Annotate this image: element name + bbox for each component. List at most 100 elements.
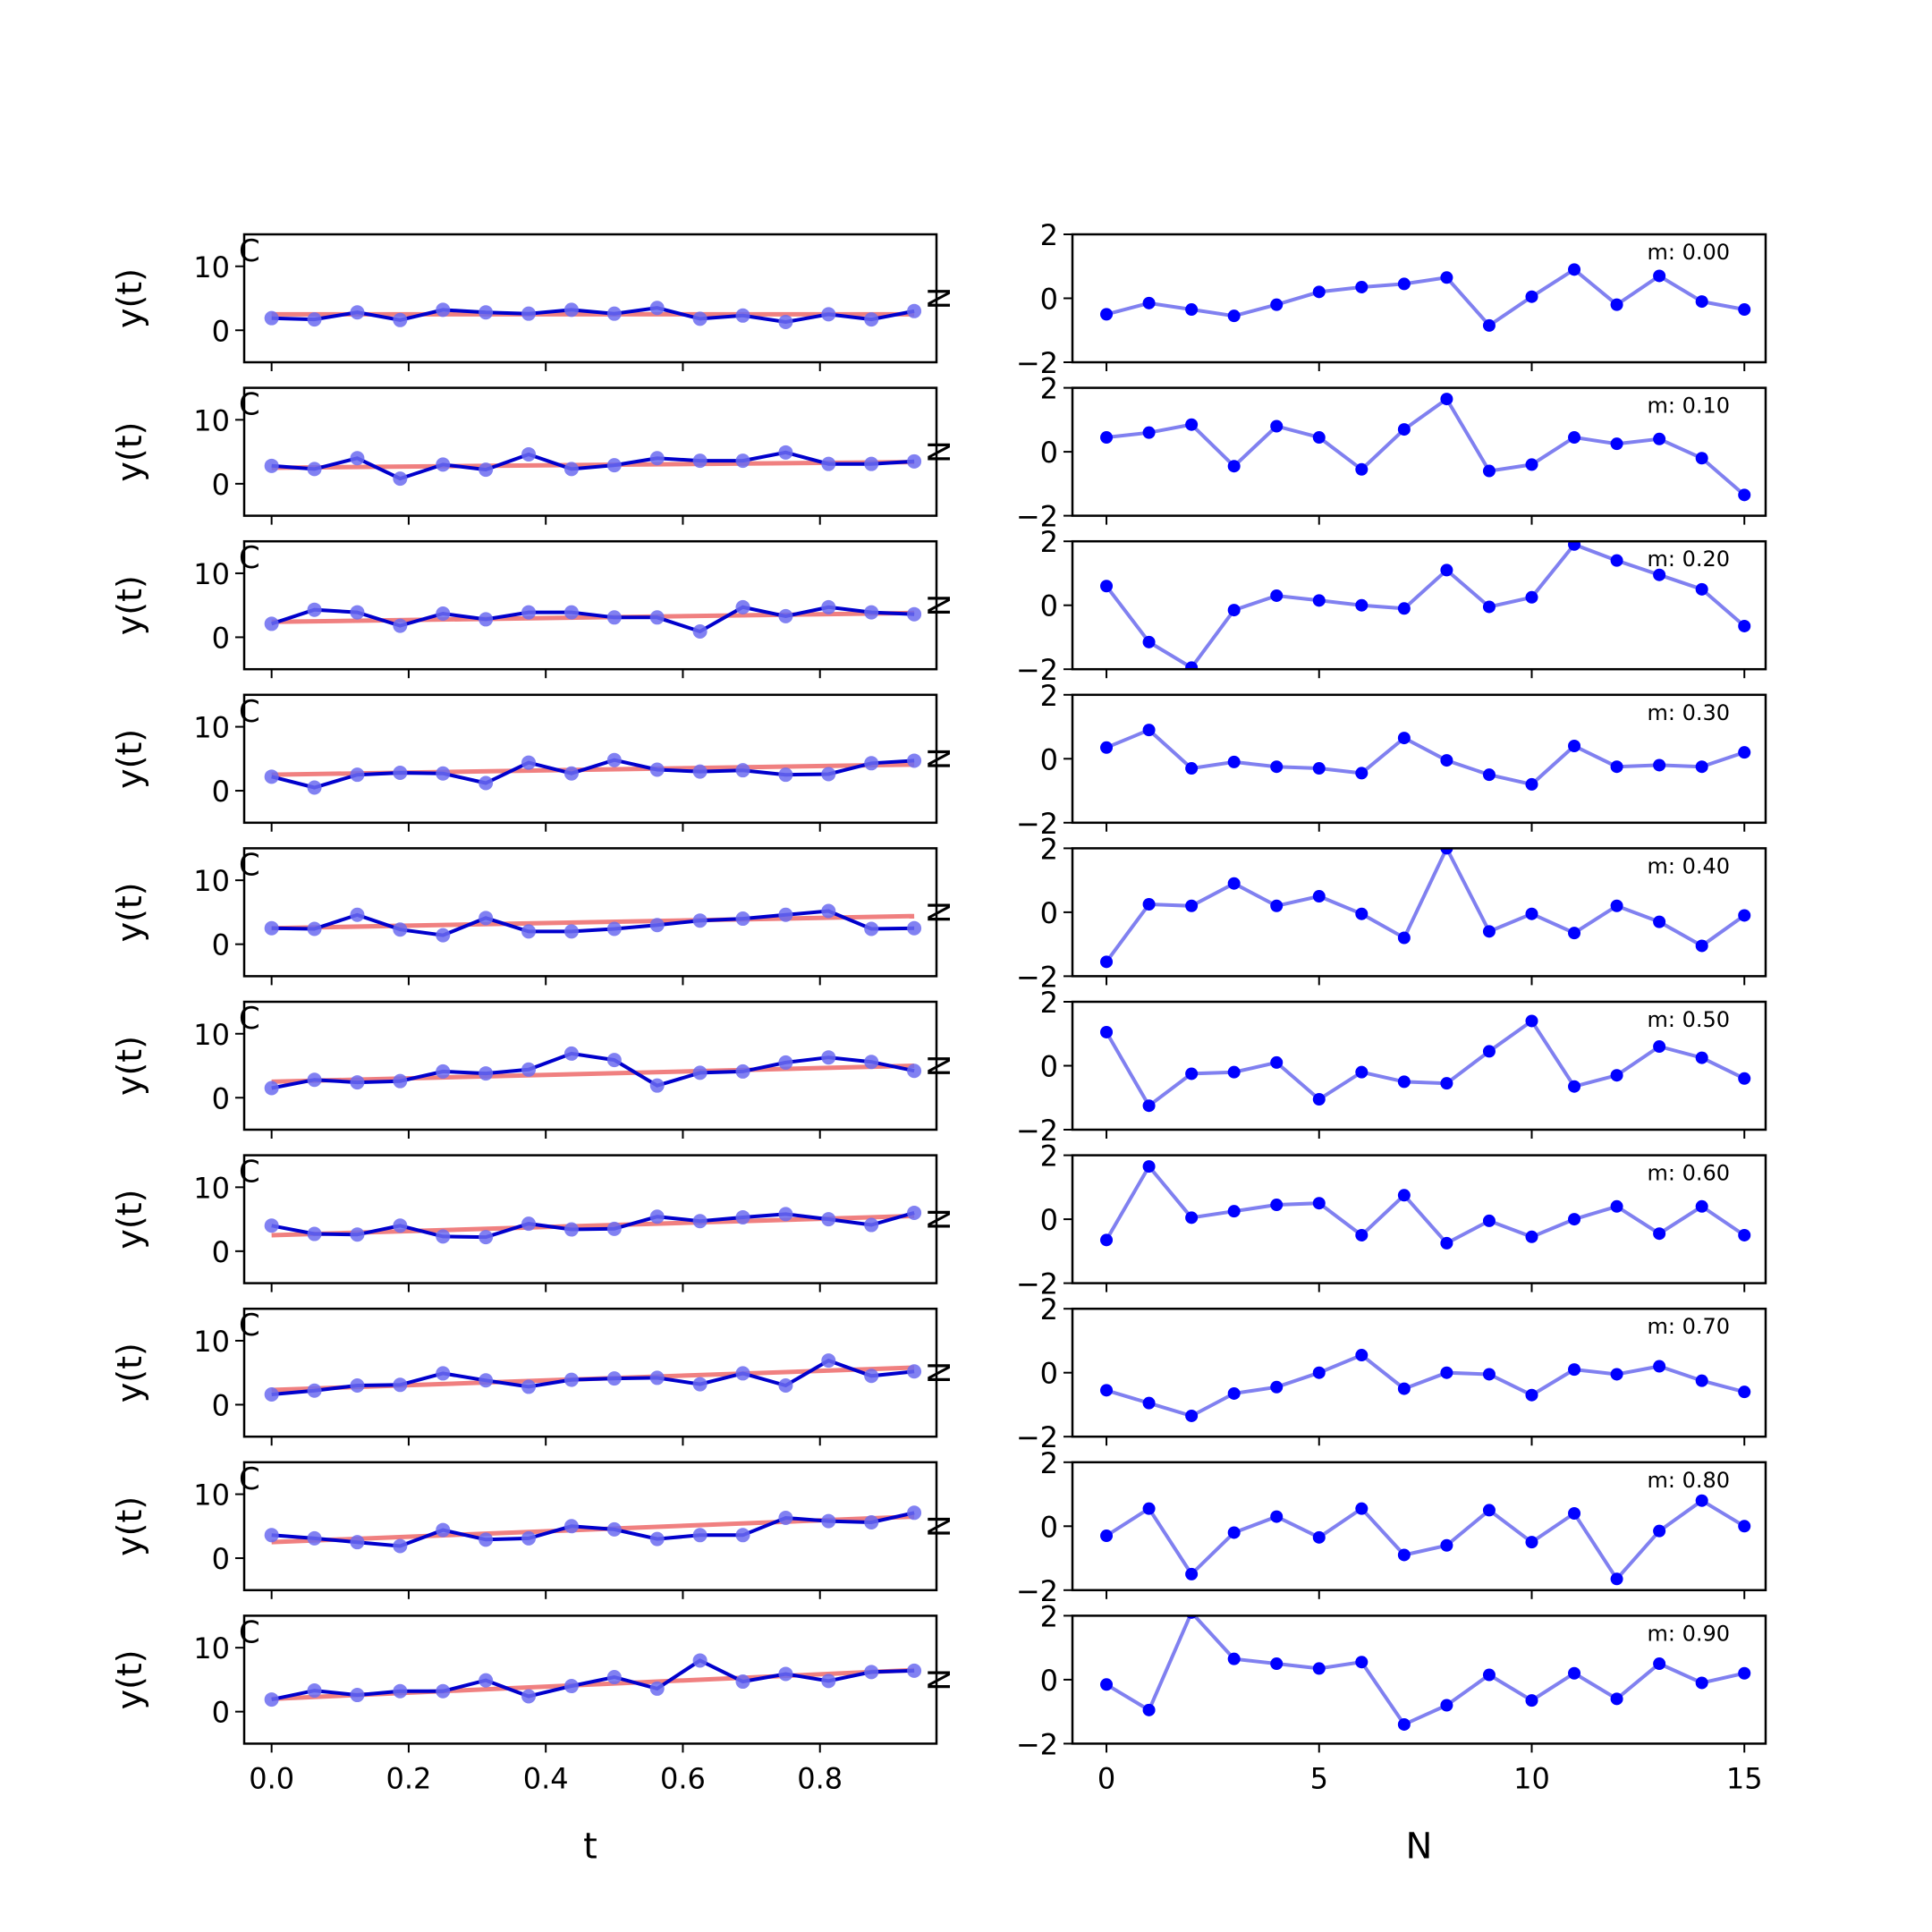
data-point	[350, 1075, 365, 1090]
residual-point	[1482, 318, 1496, 332]
right-subplot-0: m: 0.00 −2 0 2	[1016, 218, 1767, 380]
y-tick-label: 10	[193, 250, 230, 284]
data-point	[393, 618, 408, 633]
data-point	[606, 1053, 622, 1068]
data-point	[521, 446, 537, 462]
residual-point	[1142, 1703, 1156, 1716]
residual-point	[1355, 598, 1368, 612]
residual-point	[1142, 426, 1156, 439]
residual-point	[1355, 1656, 1368, 1669]
data-point	[479, 775, 494, 791]
data-point	[564, 1222, 579, 1237]
left-axes-frame	[242, 1461, 938, 1592]
residual-point	[1270, 899, 1284, 912]
left-y-axis-label: y(t)	[110, 575, 149, 635]
data-point	[649, 918, 665, 933]
data-point	[350, 767, 365, 783]
residual-point	[1312, 1197, 1326, 1210]
residual-point	[1440, 1236, 1453, 1250]
residual-point	[1397, 1075, 1411, 1089]
residual-point	[1100, 741, 1114, 754]
residual-point	[1186, 1615, 1198, 1619]
right-y-axis-label-fragment: N	[922, 1208, 958, 1230]
data-point	[864, 1217, 879, 1233]
right-subplot-6: m: 0.60 −2 0 2	[1016, 1140, 1767, 1301]
x-tick-label: 10	[1513, 1761, 1550, 1795]
residual-point	[1610, 1692, 1623, 1706]
left-subplot-5: C 0 10 y(t) N	[110, 1000, 958, 1139]
data-point	[564, 1679, 579, 1694]
x-tick-label: 5	[1310, 1761, 1328, 1795]
residual-point	[1610, 298, 1623, 311]
residual-point	[1738, 1666, 1751, 1680]
residual-point	[1525, 1536, 1538, 1549]
residual-point	[1568, 263, 1581, 276]
y-tick-label: −2	[1016, 960, 1058, 994]
residual-point	[1312, 431, 1326, 445]
data-point	[735, 453, 750, 469]
data-point	[264, 920, 279, 936]
residual-point	[1653, 758, 1666, 772]
y-tick-label: −2	[1016, 807, 1058, 841]
data-point	[907, 1205, 922, 1220]
residual-point	[1227, 1205, 1241, 1218]
data-point	[821, 1212, 836, 1227]
residual-point	[1568, 1080, 1581, 1093]
residual-point	[1738, 746, 1751, 759]
clipped-label-fragment: C	[239, 694, 260, 730]
data-point	[479, 1066, 494, 1081]
residual-point	[1610, 1069, 1623, 1082]
residual-point	[1525, 458, 1538, 471]
y-tick-label: 0	[1040, 1357, 1058, 1391]
y-tick-label: 2	[1040, 372, 1058, 406]
residual-point	[1695, 1199, 1708, 1213]
y-tick-label: −2	[1016, 1574, 1058, 1608]
data-point	[479, 1532, 494, 1547]
residual-point	[1482, 1504, 1496, 1517]
data-point	[649, 451, 665, 466]
left-y-axis-label: y(t)	[110, 1343, 149, 1402]
residual-point	[1440, 564, 1453, 577]
data-point	[264, 1218, 279, 1233]
right-subplot-8: m: 0.80 −2 0 2	[1016, 1446, 1767, 1608]
right-subplot-7: m: 0.70 −2 0 2	[1016, 1292, 1767, 1454]
y-tick-label: 10	[193, 1479, 230, 1513]
y-tick-label: 0	[212, 468, 230, 502]
residual-point	[1355, 1065, 1368, 1079]
data-point	[564, 302, 579, 318]
data-point	[436, 928, 451, 943]
y-tick-label: −2	[1016, 1114, 1058, 1148]
right-y-axis-label-fragment: N	[922, 440, 958, 462]
y-tick-label: 10	[193, 1325, 230, 1359]
residual-point	[1738, 1385, 1751, 1399]
data-point	[521, 1062, 537, 1077]
clipped-label-fragment: C	[239, 847, 260, 883]
residual-point	[1568, 1666, 1581, 1680]
data-point	[350, 1227, 365, 1242]
y-tick-label: 0	[1040, 896, 1058, 930]
left-subplot-6: C 0 10 y(t) N	[110, 1154, 958, 1292]
y-tick-label: 0	[1040, 283, 1058, 317]
residual-point	[1568, 1213, 1581, 1226]
residual-point	[1227, 1526, 1241, 1539]
data-point	[821, 307, 836, 322]
data-point	[350, 1378, 365, 1393]
right-y-axis-label-fragment: N	[922, 1668, 958, 1690]
residual-point	[1397, 1382, 1411, 1395]
residual-point	[1355, 767, 1368, 780]
data-point	[479, 1673, 494, 1688]
right-subplot-5: m: 0.50 −2 0 2	[1016, 986, 1767, 1148]
residual-point	[1270, 298, 1284, 311]
residual-point	[1440, 1699, 1453, 1712]
data-point	[264, 616, 279, 631]
residual-point	[1440, 1538, 1453, 1552]
residual-point	[1312, 890, 1326, 903]
residual-point	[1653, 269, 1666, 283]
residual-point	[1738, 909, 1751, 922]
right-subplot-1: m: 0.10 −2 0 2	[1016, 372, 1767, 534]
residual-point	[1440, 271, 1453, 284]
left-axes-frame	[242, 693, 938, 825]
y-tick-label: 0	[1040, 742, 1058, 776]
left-axes-frame	[242, 386, 938, 517]
